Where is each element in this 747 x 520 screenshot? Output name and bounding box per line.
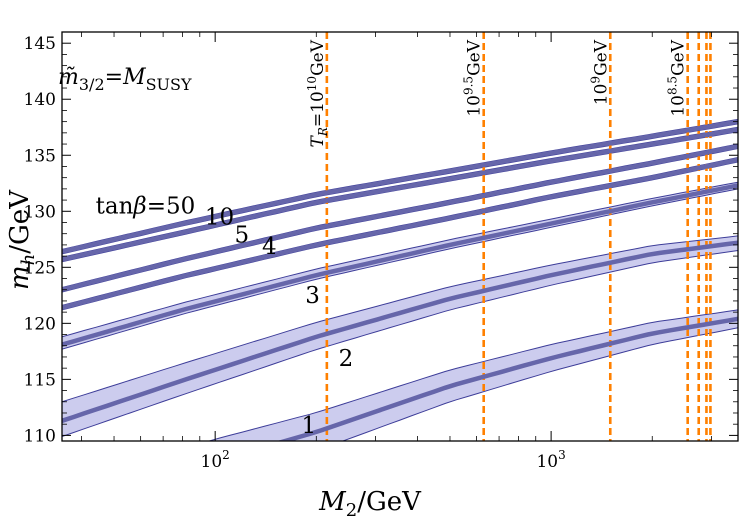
series-labels-layer: tanβ=50 105 4 3 2 1 (96, 194, 354, 440)
series-label-5: 5 (234, 223, 249, 249)
y-tick-label-140: 140 (24, 90, 56, 110)
series-line-tan-50 (62, 119, 738, 254)
series-line-4 (62, 157, 738, 310)
series-label-4: 4 (262, 234, 277, 260)
series-label-10: 10 (205, 205, 234, 231)
band-upper-1 (207, 309, 738, 441)
y-tick-label-120: 120 (24, 314, 56, 334)
y-tick-label-125: 125 (24, 258, 56, 278)
reheating-label-0-sub: R (316, 127, 330, 137)
series-label-part-tan-50-1: β (132, 194, 146, 220)
y-axis-title-sub: h (18, 254, 39, 266)
y-axis-title: mh/GeV (5, 189, 39, 290)
annotation-sub-left: 3/2 (79, 75, 105, 94)
series-line-3 (62, 183, 738, 347)
series-lines-layer (62, 119, 738, 441)
annotation-tilde-m: m̃ (58, 65, 79, 90)
reheating-label-0-exp: 10 (305, 76, 319, 91)
x-tick-label-1000: 103 (536, 448, 565, 472)
series-label-part-tan-50-2: =50 (147, 194, 196, 220)
reheating-label-0-unit: GeV (308, 39, 328, 76)
y-tick-label-110: 110 (24, 426, 56, 446)
reheating-label-2-unit: GeV (591, 39, 611, 76)
x-tick-label-exp-1000: 3 (558, 448, 566, 462)
series-label-part-10-0: 10 (205, 205, 234, 231)
x-axis-title-tail: /GeV (357, 487, 422, 517)
reheating-label-0: TR=1010GeV (305, 39, 330, 147)
annotation-equals: = (105, 65, 123, 90)
series-label-tan-50: tanβ=50 (96, 194, 196, 220)
plot-frame (61, 31, 739, 442)
reheating-label-1: 109.5GeV (462, 39, 485, 116)
series-label-part-3-0: 3 (305, 283, 320, 309)
series-label-part-5-0: 5 (234, 223, 249, 249)
series-line-2 (62, 240, 738, 424)
series-label-1: 1 (301, 413, 316, 439)
reheating-label-1-base: 10 (465, 95, 485, 117)
reheating-label-3-unit: GeV (669, 39, 689, 76)
band-lower-3 (62, 188, 738, 350)
band-lower-5 (62, 148, 738, 293)
band-upper-3 (62, 181, 738, 338)
band-lower-1 (341, 327, 738, 441)
series-label-part-2-0: 2 (339, 346, 354, 372)
series-line-5 (62, 144, 738, 292)
x-axis-title: M2/GeV (318, 487, 422, 520)
reheating-label-2-base: 10 (591, 84, 611, 106)
reheating-label-1-unit: GeV (465, 39, 485, 76)
x-tick-label-base-100: 10 (201, 452, 223, 472)
x-axis-title-main: M (318, 487, 347, 517)
reheating-label-3: 108.5GeV (666, 39, 689, 116)
x-axis-title-sub: 2 (346, 500, 357, 520)
y-tick-label-135: 135 (24, 146, 56, 166)
x-tick-label-exp-100: 2 (222, 448, 230, 462)
series-label-part-1-0: 1 (301, 413, 316, 439)
series-line-1 (277, 316, 738, 441)
series-label-3: 3 (305, 283, 320, 309)
reheating-label-0-symbol: T (308, 134, 328, 147)
y-tick-label-115: 115 (24, 370, 56, 390)
annotation-rhs: M (122, 65, 146, 90)
reheating-label-2-exp: 9 (588, 76, 602, 84)
y-axis-title-tail: /GeV (5, 189, 35, 254)
y-tick-label-130: 130 (24, 202, 56, 222)
reheating-label-2: 109GeV (588, 39, 611, 105)
x-tick-label-100: 102 (201, 448, 230, 472)
band-upper-2 (62, 235, 738, 403)
series-label-2: 2 (339, 346, 354, 372)
x-tick-label-base-1000: 10 (536, 452, 558, 472)
series-label-part-4-0: 4 (262, 234, 277, 260)
annotation-sub-right: SUSY (146, 75, 192, 94)
reheating-label-3-exp: 8.5 (666, 76, 680, 95)
reheating-label-0-base: =10 (308, 91, 328, 127)
band-2 (62, 235, 738, 437)
series-line-10 (62, 127, 738, 262)
annotation-gravitino-mass: m̃3/2=MSUSY (58, 65, 192, 94)
y-tick-label-145: 145 (24, 34, 56, 54)
y-axis-title-main: m (5, 265, 35, 290)
band-lower-2 (62, 250, 738, 437)
reheating-label-3-base: 10 (669, 95, 689, 117)
reheating-label-1-exp: 9.5 (462, 76, 476, 95)
series-label-part-tan-50-0: tan (96, 194, 134, 220)
